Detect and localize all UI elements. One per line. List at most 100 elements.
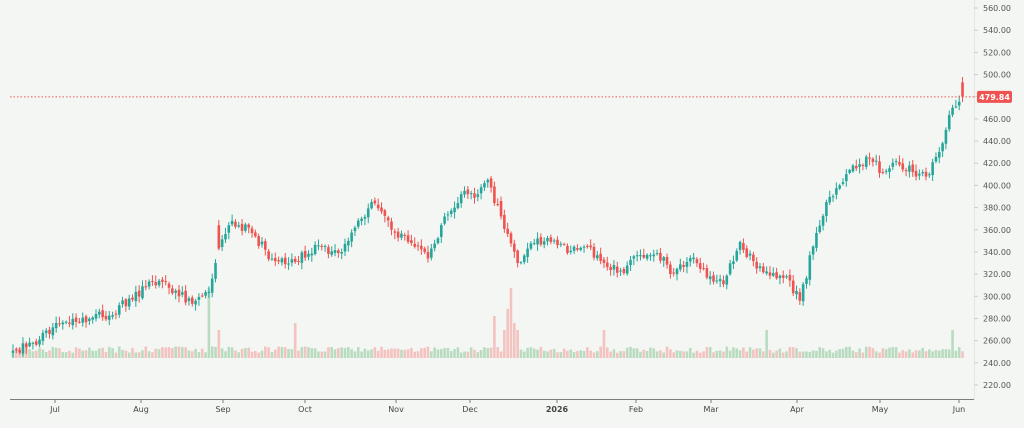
candle	[267, 248, 270, 262]
candle	[725, 274, 729, 290]
volume-bar	[808, 351, 812, 358]
time-tick-label: Oct	[298, 405, 312, 414]
candle-body	[486, 179, 490, 183]
candle	[68, 315, 71, 328]
candle-body	[290, 259, 294, 263]
candle	[499, 196, 503, 220]
candle-body	[722, 280, 725, 285]
volume-bar	[420, 348, 423, 358]
volume-bar	[413, 351, 417, 358]
candle	[127, 294, 131, 310]
candle	[124, 298, 128, 312]
volume-bar	[489, 347, 493, 358]
candle	[167, 281, 171, 295]
time-tick-label: Sep	[215, 405, 230, 414]
candle	[821, 214, 825, 231]
candle	[901, 158, 905, 173]
candle	[722, 275, 725, 288]
candle	[874, 154, 878, 166]
candle-body	[197, 296, 201, 300]
candle-body	[250, 228, 254, 234]
candle	[393, 228, 397, 240]
candle	[602, 256, 606, 268]
candle-body	[363, 216, 367, 219]
volume-bar	[596, 351, 599, 358]
volume-bar	[888, 347, 891, 358]
volume-bar	[277, 346, 280, 358]
price-tick-label: 500.00	[983, 71, 1011, 80]
volume-bar	[662, 352, 666, 358]
volume-bar	[44, 352, 48, 358]
candle-body	[373, 200, 377, 204]
volume-bar	[552, 348, 556, 358]
candle-body	[489, 178, 493, 188]
candle	[506, 222, 509, 238]
candle	[539, 233, 543, 247]
candle	[688, 255, 692, 267]
candle-body	[692, 257, 695, 260]
candle	[931, 158, 934, 182]
price-tick-label: 280.00	[983, 314, 1011, 323]
candle-body	[503, 215, 506, 229]
candle	[98, 308, 101, 319]
volume-bar	[781, 352, 785, 358]
candle	[51, 322, 55, 340]
candle	[728, 259, 732, 276]
price-axis: 220.00 240.00 260.00 280.00 300.00 320.00 340.…	[974, 4, 1011, 390]
candle-body	[330, 251, 334, 255]
candle-body	[323, 245, 327, 247]
candle	[898, 155, 901, 167]
candle	[791, 275, 795, 297]
candle-body	[542, 241, 546, 245]
volume-bar	[835, 350, 838, 358]
candle-body	[835, 188, 838, 195]
volume-bar	[669, 349, 672, 358]
volume-bar	[38, 347, 41, 358]
candle-body	[559, 243, 563, 245]
volume-bar	[343, 348, 347, 358]
volume-bar	[443, 348, 446, 358]
volume-bar	[838, 349, 841, 358]
candle-body	[519, 262, 523, 264]
candle	[131, 294, 134, 302]
candle-body	[380, 207, 383, 212]
candle	[755, 257, 758, 274]
candle	[400, 230, 403, 241]
candle-body	[303, 251, 307, 258]
time-tick-label: Feb	[629, 405, 643, 414]
candle-body	[254, 232, 257, 237]
volume-bar	[479, 349, 483, 358]
candle	[453, 201, 456, 219]
volume-bar	[430, 351, 433, 358]
candle	[333, 244, 337, 257]
volume-bar	[868, 346, 871, 358]
candle	[330, 246, 334, 257]
candle	[609, 263, 612, 276]
candle	[496, 198, 500, 207]
candle	[675, 267, 679, 281]
volume-bar	[383, 349, 387, 358]
volume-bar	[516, 330, 519, 358]
volume-bar	[934, 350, 938, 358]
candle-body	[937, 152, 941, 158]
candle-body	[868, 157, 871, 159]
volume-bar	[801, 351, 805, 358]
candle-body	[891, 162, 895, 167]
candle	[941, 141, 944, 157]
volume-bar	[416, 351, 420, 358]
volume-bar	[961, 351, 964, 358]
volume-bar	[293, 323, 297, 358]
volume-bar	[566, 350, 569, 358]
volume-bar	[283, 347, 287, 358]
candle	[483, 180, 486, 192]
candle-body	[513, 243, 516, 252]
volume-bar	[64, 352, 68, 358]
volume-bar	[898, 352, 901, 358]
volume-bar	[629, 346, 632, 358]
candle-body	[592, 246, 596, 258]
volume-bar	[360, 351, 363, 358]
volume-bar	[393, 348, 397, 358]
volume-bar	[410, 347, 413, 358]
volume-bar	[184, 347, 187, 358]
